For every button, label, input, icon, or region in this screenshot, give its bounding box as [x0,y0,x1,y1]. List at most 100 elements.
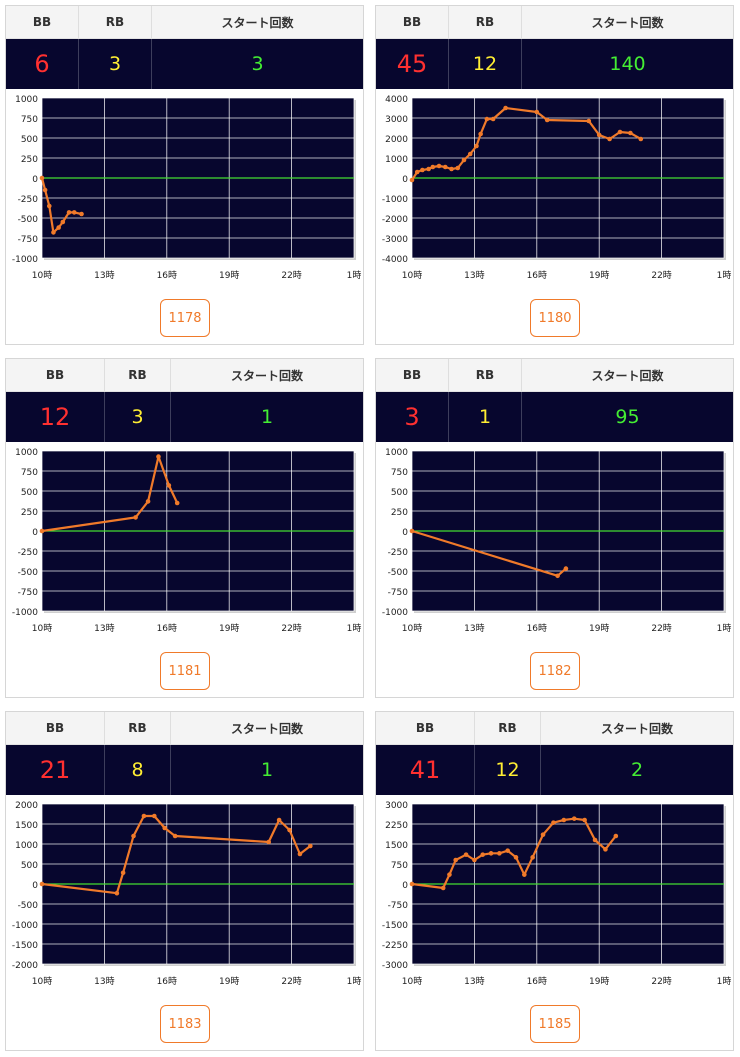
y-tick-label: 2000 [385,135,408,145]
x-tick-label: 1時 [717,976,732,987]
data-point [156,454,161,459]
y-tick-label: -750 [18,235,39,245]
y-tick-label: -1000 [382,195,408,205]
y-tick-label: 3000 [385,801,408,811]
machine-number-button[interactable]: 1180 [530,299,580,337]
slump-chart: 1000 750 500 250 0 -250 -500 -750 -1000 10時 13時 16時… [382,448,732,634]
y-tick-label: -1000 [12,255,38,265]
y-tick-label: 500 [21,488,38,498]
card-header: BB RB スタート回数 [6,6,363,39]
x-tick-label: 13時 [464,623,484,634]
card-header: BB RB スタート回数 [376,712,733,745]
data-point [79,211,84,217]
data-point [42,187,48,193]
y-tick-label: 1500 [15,821,38,831]
data-point [152,813,157,819]
data-point [141,813,147,819]
x-tick-label: 13時 [94,623,114,634]
slump-chart: 4000 3000 2000 1000 0 -1000 -2000 -3000 -4000 10時… [382,95,732,281]
machine-card: BB RB スタート回数 3 1 95 1000 750 500 250 0 -250 -5… [375,358,734,698]
header-bb: BB [6,6,79,38]
data-point [613,833,619,839]
y-tick-label: -2000 [382,215,408,225]
rb-count: 12 [449,39,522,89]
machine-number-button[interactable]: 1181 [160,652,210,690]
data-point [174,500,180,506]
x-tick-label: 19時 [219,976,239,987]
machine-number-button[interactable]: 1185 [530,1005,580,1043]
y-tick-label: -2250 [382,941,408,951]
x-tick-label: 22時 [651,623,671,634]
machine-number-button[interactable]: 1178 [160,299,210,337]
header-rb: RB [449,359,522,391]
slump-chart: 2000 1500 1000 500 0 -500 -1000 -1500 -2000 10時 13… [12,801,362,987]
data-point [297,851,303,857]
y-tick-label: -250 [18,548,39,558]
data-point [488,851,494,856]
data-point [563,566,569,571]
x-tick-label: 22時 [651,270,671,281]
x-tick-label: 22時 [281,623,301,634]
x-tick-label: 10時 [32,623,52,634]
data-point [490,116,496,122]
y-tick-label: -1000 [12,921,38,931]
x-tick-label: 10時 [402,623,422,634]
data-point [442,164,448,170]
x-tick-label: 16時 [157,623,177,634]
y-tick-label: -500 [388,568,409,578]
y-tick-label: 1000 [15,95,38,105]
y-tick-label: 750 [21,115,38,125]
header-start: スタート回数 [230,368,303,383]
y-tick-label: 750 [391,861,408,871]
data-point [71,210,77,215]
data-point [551,820,556,825]
machine-number-button[interactable]: 1183 [160,1005,210,1043]
x-tick-label: 22時 [651,976,671,987]
y-tick-label: -1500 [12,941,38,951]
machine-number-button[interactable]: 1182 [530,652,580,690]
data-point [430,164,436,170]
data-point [409,177,415,183]
data-point [478,131,483,137]
header-bb: BB [6,712,105,744]
card-header: BB RB スタート回数 [376,359,733,392]
data-point [449,166,454,172]
y-tick-label: -1000 [12,608,38,618]
series-line [41,455,179,533]
data-point [461,157,467,163]
card-values: 21 8 1 [6,745,363,795]
machine-card: BB RB スタート回数 45 12 140 4000 3000 2000 1000 0… [375,5,734,345]
data-point [534,109,540,115]
data-point [505,848,510,853]
y-tick-label: 0 [32,528,38,538]
data-point [455,165,461,171]
y-tick-label: 0 [402,881,408,891]
y-tick-label: -3000 [382,961,408,971]
data-point [166,483,172,488]
y-tick-label: -500 [18,568,39,578]
y-tick-label: 750 [21,468,38,478]
bb-count: 6 [6,39,79,89]
data-point [120,870,126,876]
data-point [497,851,502,856]
x-tick-label: 16時 [527,623,547,634]
card-values: 3 1 95 [376,392,733,442]
data-point [409,881,415,887]
data-point [131,833,136,839]
data-point [638,136,644,142]
rb-count: 12 [475,745,541,795]
data-point [51,230,56,235]
y-tick-label: -250 [18,195,39,205]
header-rb: RB [105,712,171,744]
start-count: 140 [609,53,646,75]
data-point [447,872,452,877]
bb-count: 3 [376,392,449,442]
slump-chart: 1000 750 500 250 0 -250 -500 -750 -1000 10時 13時 16時… [12,448,362,634]
x-tick-label: 19時 [219,623,239,634]
x-tick-label: 1時 [717,623,732,634]
data-point [162,825,168,831]
y-tick-label: 1000 [385,155,408,165]
bb-count: 12 [6,392,105,442]
header-bb: BB [376,6,449,38]
data-point [287,827,292,833]
